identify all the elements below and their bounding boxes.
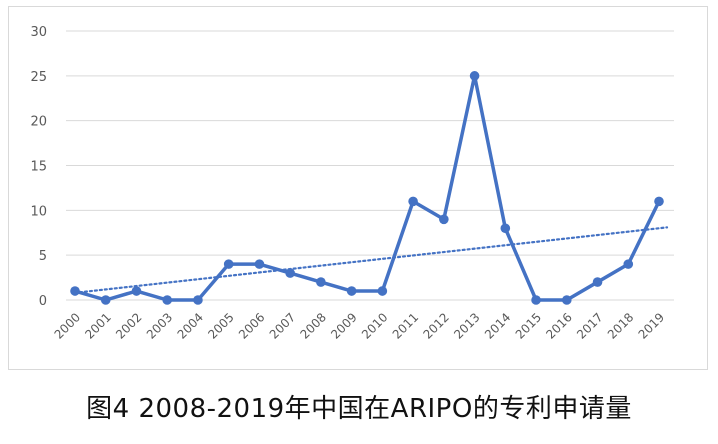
- x-tick-label: 2014: [482, 310, 513, 341]
- x-tick-label: 2012: [420, 310, 451, 341]
- x-tick-label: 2019: [636, 310, 667, 341]
- trendline: [73, 226, 669, 294]
- x-tick-label: 2015: [513, 310, 544, 341]
- data-point: [193, 295, 203, 305]
- y-tick-label: 20: [30, 115, 47, 130]
- figure-caption: 图4 2008-2019年中国在ARIPO的专利申请量: [86, 394, 632, 424]
- data-point: [223, 259, 234, 269]
- x-tick-label: 2017: [574, 310, 605, 341]
- chart-frame: 0 5 10 15 20 25 30 2000 2001 2002 2003 2004 2005 200…: [8, 6, 708, 370]
- data-point: [469, 71, 480, 81]
- data-point: [408, 196, 418, 207]
- y-tick-label: 15: [30, 160, 47, 175]
- x-tick-label: 2005: [205, 310, 236, 341]
- x-tick-label: 2010: [359, 310, 390, 341]
- data-point: [254, 259, 265, 269]
- data-point: [654, 196, 664, 207]
- x-tick-label: 2000: [52, 310, 83, 341]
- y-tick-label: 30: [30, 25, 47, 40]
- x-tick-label: 2003: [144, 310, 175, 341]
- data-point: [623, 259, 634, 269]
- y-tick-label: 25: [30, 70, 47, 85]
- data-point: [439, 214, 449, 225]
- data-point: [131, 286, 142, 296]
- data-point: [162, 295, 173, 305]
- x-tick-label: 2016: [543, 310, 574, 341]
- x-tick-label: 2002: [113, 310, 144, 341]
- data-point: [531, 295, 541, 305]
- data-point: [285, 268, 295, 278]
- y-tick-label: 10: [30, 204, 47, 219]
- y-tick-label: 5: [39, 249, 47, 264]
- x-tick-label: 2018: [605, 310, 636, 341]
- trendline-line: [73, 226, 669, 294]
- data-point: [592, 277, 603, 287]
- x-axis-ticks: 2000 2001 2002 2003 2004 2005 2006 2007 2008 2009…: [52, 310, 667, 341]
- y-axis-ticks: 0 5 10 15 20 25 30: [30, 25, 47, 309]
- series-line: [74, 74, 661, 302]
- data-point: [346, 286, 357, 296]
- x-tick-label: 2004: [175, 310, 206, 341]
- x-tick-label: 2006: [236, 310, 267, 341]
- series: [70, 71, 664, 305]
- x-tick-label: 2009: [328, 310, 359, 341]
- data-point: [70, 286, 80, 296]
- y-tick-label: 0: [39, 294, 47, 309]
- data-point: [500, 223, 511, 234]
- data-point: [561, 295, 572, 305]
- gridlines: [66, 30, 674, 301]
- x-tick-label: 2011: [390, 310, 421, 341]
- data-point: [100, 295, 111, 305]
- x-tick-label: 2007: [267, 310, 298, 341]
- x-tick-label: 2008: [298, 310, 329, 341]
- x-tick-label: 2013: [451, 310, 482, 341]
- data-point: [377, 286, 388, 296]
- x-tick-label: 2001: [82, 310, 113, 341]
- data-point: [316, 277, 326, 287]
